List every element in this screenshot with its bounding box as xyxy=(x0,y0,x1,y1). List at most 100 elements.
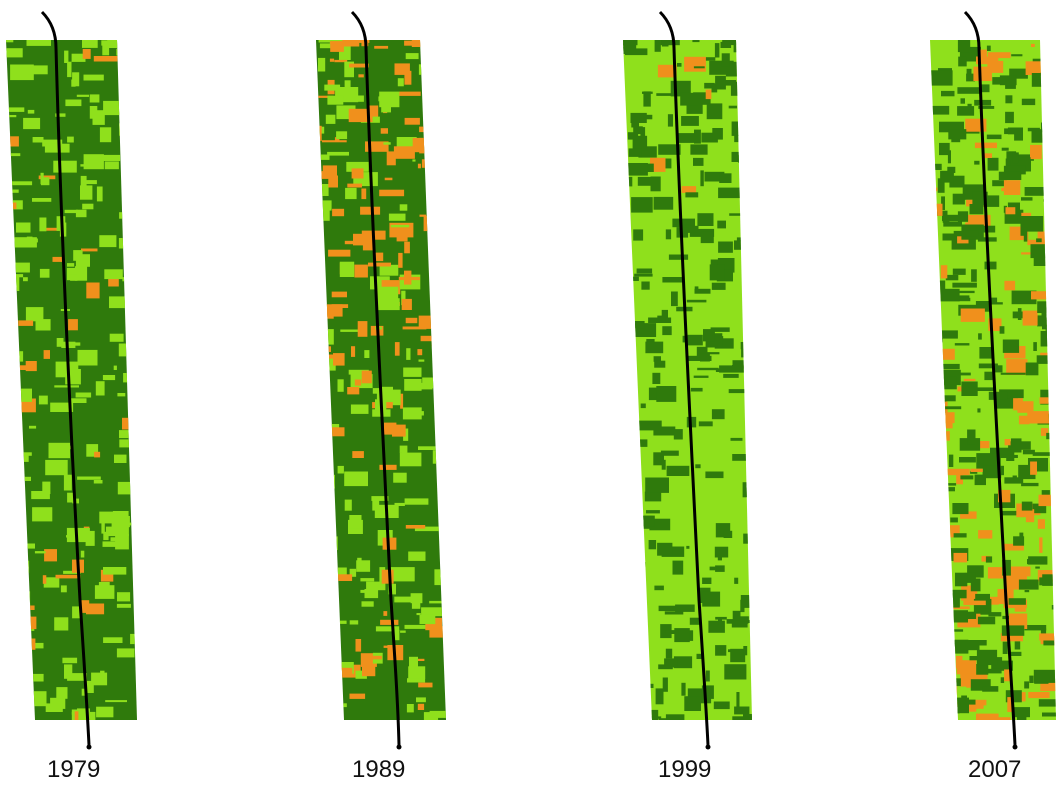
landcover-patch xyxy=(976,664,989,675)
landcover-patch xyxy=(23,117,41,130)
landcover-patch xyxy=(644,491,662,502)
landcover-patch xyxy=(728,105,737,109)
landcover-patch xyxy=(974,160,980,165)
landcover-patch xyxy=(704,352,720,355)
landcover-patch xyxy=(986,45,991,51)
landcover-patch xyxy=(700,231,714,244)
landcover-patch xyxy=(73,250,83,261)
landcover-patch xyxy=(380,128,388,134)
transect-line-1979 xyxy=(40,10,91,746)
landcover-patch xyxy=(939,569,947,583)
landcover-patch xyxy=(639,656,643,664)
landcover-patch xyxy=(327,95,344,105)
landcover-patch xyxy=(694,129,701,144)
landcover-patch xyxy=(394,502,405,506)
landcover-patch xyxy=(1000,372,1026,375)
landcover-patch xyxy=(406,704,414,713)
landcover-patch xyxy=(1014,128,1023,141)
landcover-patch xyxy=(734,706,750,715)
landcover-patch xyxy=(6,636,17,648)
landcover-patch xyxy=(705,89,712,100)
landcover-patch xyxy=(43,350,50,359)
landcover-patch xyxy=(434,569,444,586)
landcover-patch xyxy=(335,40,360,47)
landcover-patch xyxy=(322,165,337,177)
landcover-patch xyxy=(351,168,364,179)
landcover-patch xyxy=(399,91,421,96)
landcover-patch xyxy=(643,114,653,120)
landcover-patch xyxy=(930,686,943,697)
landcover-patch xyxy=(72,72,80,87)
landcover-patch xyxy=(419,126,433,133)
landcover-patch xyxy=(987,567,1012,579)
landcover-patch xyxy=(16,222,31,233)
landcover-patch xyxy=(60,585,67,593)
landcover-patch xyxy=(402,407,422,420)
landcover-patch xyxy=(1004,477,1024,484)
landcover-patch xyxy=(930,623,946,636)
landcover-patch xyxy=(633,126,643,135)
landcover-patch xyxy=(319,200,332,211)
landcover-patch xyxy=(349,620,359,625)
landcover-patch xyxy=(6,136,19,147)
year-label-1979: 1979 xyxy=(47,756,101,783)
landcover-patch xyxy=(94,451,101,458)
landcover-patch xyxy=(672,560,684,575)
landcover-patch xyxy=(16,388,32,402)
landcover-patch xyxy=(685,192,699,198)
landcover-patch xyxy=(623,43,636,54)
landcover-patch xyxy=(665,630,679,634)
landcover-patch xyxy=(401,290,406,306)
landcover-patch xyxy=(74,711,79,720)
landcover-patch xyxy=(68,319,78,331)
landcover-patch xyxy=(82,203,94,210)
landcover-patch xyxy=(630,715,651,720)
landcover-patch xyxy=(1001,187,1005,192)
landcover-patch xyxy=(714,546,729,558)
landcover-patch xyxy=(658,605,678,612)
landcover-patch xyxy=(407,678,426,683)
landcover-patch xyxy=(1032,452,1056,456)
landcover-patch xyxy=(127,360,137,367)
landcover-patch xyxy=(105,526,129,537)
landcover-patch xyxy=(107,40,129,48)
landcover-patch xyxy=(990,447,1014,458)
landcover-patch xyxy=(340,329,363,332)
landcover-patch xyxy=(998,171,1022,180)
landcover-patch xyxy=(744,620,752,623)
landcover-patch xyxy=(99,127,112,143)
landcover-patch xyxy=(404,40,428,46)
landcover-patch xyxy=(85,530,95,546)
landcover-patch xyxy=(360,206,381,215)
landcover-patch xyxy=(1045,325,1056,336)
landcover-patch xyxy=(336,131,348,140)
landcover-patch xyxy=(23,455,29,462)
landcover-patch xyxy=(316,125,322,142)
landcover-patch xyxy=(664,658,678,668)
landcover-patch xyxy=(1038,699,1056,707)
landcover-patch xyxy=(131,265,137,276)
landcover-patch xyxy=(697,213,714,226)
landcover-patch xyxy=(721,53,730,67)
landcover-patch xyxy=(1002,559,1011,576)
landcover-patch xyxy=(330,574,353,581)
landcover-patch xyxy=(641,281,650,290)
landcover-patch xyxy=(26,236,33,241)
landcover-patch xyxy=(658,144,681,155)
landcover-patch xyxy=(982,465,1004,476)
landcover-patch xyxy=(1013,707,1030,718)
landcover-patch xyxy=(419,214,427,217)
landcover-patch xyxy=(401,298,412,310)
landcover-patch xyxy=(67,61,72,78)
landcover-patch xyxy=(716,269,733,282)
landcover-patch xyxy=(318,333,325,343)
landcover-patch xyxy=(708,620,725,633)
landcover-patch xyxy=(648,540,657,550)
landcover-patch xyxy=(11,689,20,705)
landcover-patch xyxy=(10,202,17,210)
landcover-patch xyxy=(398,252,403,268)
landcover-patch xyxy=(704,82,715,89)
landcover-patch xyxy=(20,476,31,481)
landcover-patch xyxy=(940,376,957,390)
landcover-patch xyxy=(623,509,638,519)
